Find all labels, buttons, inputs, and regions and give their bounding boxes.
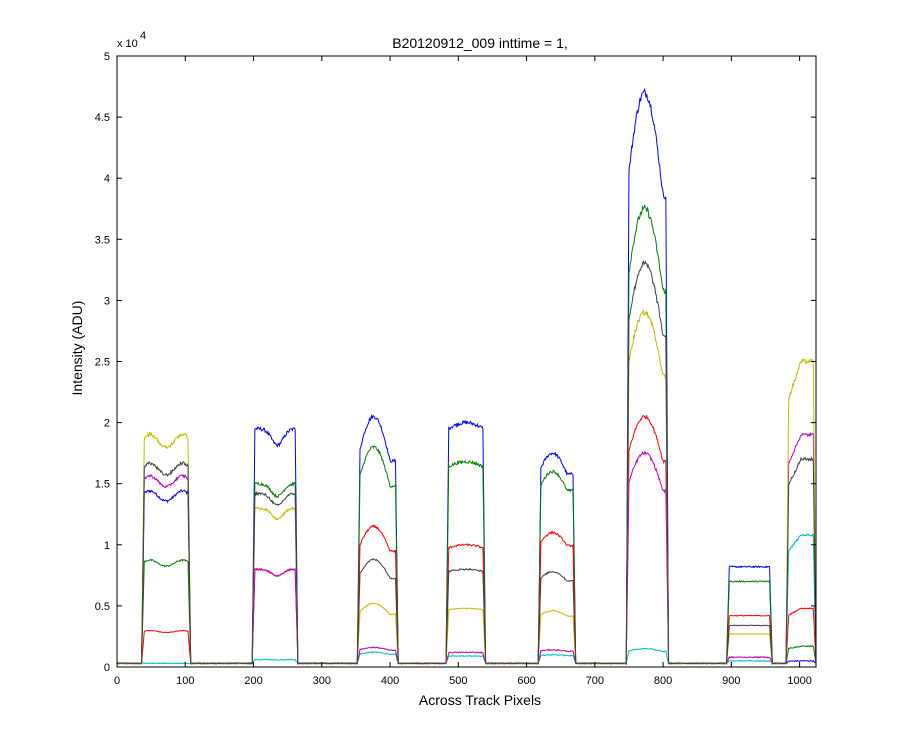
chart-title: B20120912_009 inttime = 1, xyxy=(392,35,568,51)
y-tick-label: 0.5 xyxy=(95,601,110,613)
x-tick-label: 1000 xyxy=(787,675,811,687)
x-tick-label: 400 xyxy=(381,675,399,687)
y-tick-label: 4.5 xyxy=(95,112,110,124)
y-multiplier-exponent: 4 xyxy=(140,30,146,42)
y-tick-label: 2 xyxy=(104,418,110,430)
x-tick-label: 0 xyxy=(114,675,120,687)
x-tick-label: 600 xyxy=(517,675,535,687)
y-tick-label: 2.5 xyxy=(95,357,110,369)
y-tick-label: 0 xyxy=(104,662,110,674)
y-tick-label: 3 xyxy=(104,295,110,307)
y-multiplier-label: x 10 xyxy=(117,38,138,50)
y-tick-label: 3.5 xyxy=(95,234,110,246)
x-tick-label: 300 xyxy=(313,675,331,687)
x-tick-label: 200 xyxy=(244,675,262,687)
series-line xyxy=(116,259,817,665)
x-tick-label: 700 xyxy=(586,675,604,687)
y-axis: 0 0.5 1 1.5 2 2.5 3 3.5 4 4.5 5 xyxy=(95,51,816,674)
y-tick-label: 5 xyxy=(104,51,110,63)
series-layer xyxy=(116,87,817,666)
x-tick-label: 100 xyxy=(176,675,194,687)
y-tick-label: 4 xyxy=(104,173,110,185)
plot-background xyxy=(117,56,816,667)
x-axis-label: Across Track Pixels xyxy=(419,692,541,708)
x-tick-label: 500 xyxy=(449,675,467,687)
x-tick-label: 900 xyxy=(722,675,740,687)
y-tick-label: 1.5 xyxy=(95,479,110,491)
x-tick-label: 800 xyxy=(654,675,672,687)
y-axis-label: Intensity (ADU) xyxy=(69,301,85,396)
x-axis: 0 100 200 300 400 500 600 700 800 900 1000 xyxy=(114,56,812,687)
y-tick-label: 1 xyxy=(104,540,110,552)
